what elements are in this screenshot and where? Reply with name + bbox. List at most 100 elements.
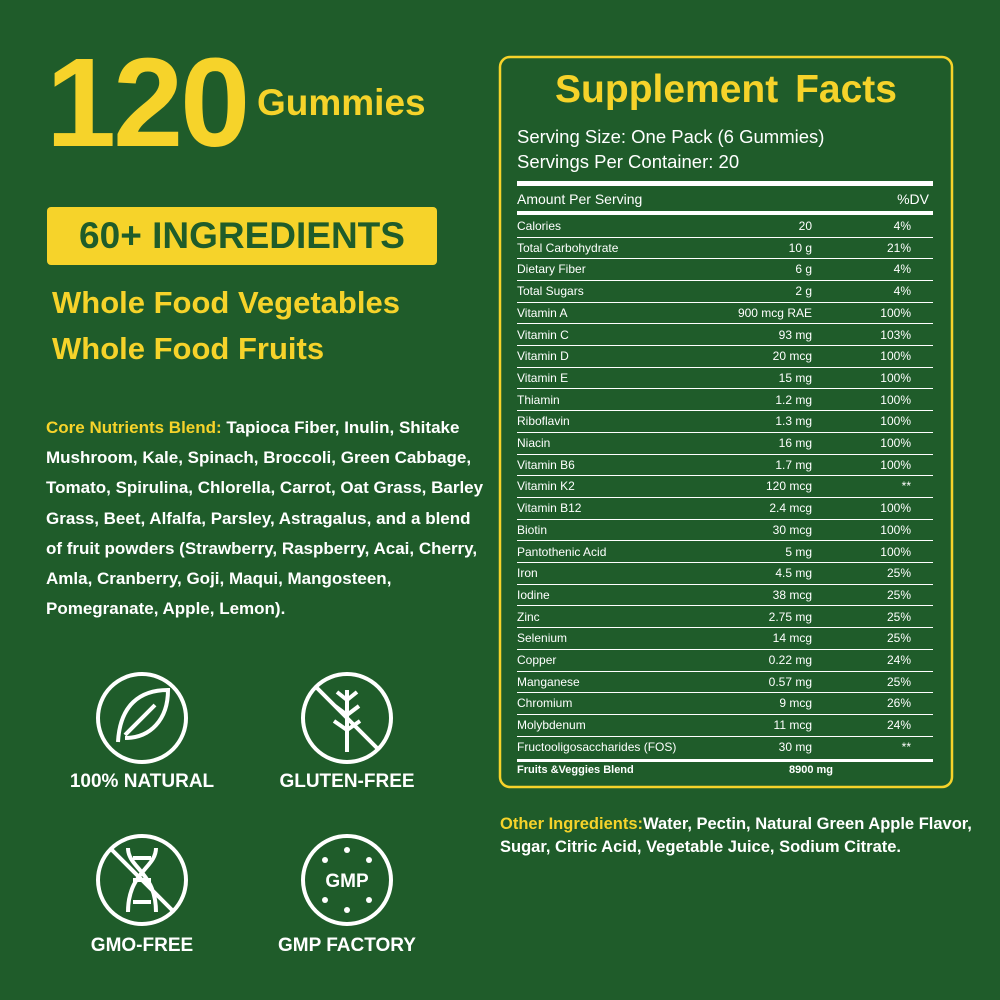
nutrient-name: Vitamin E bbox=[517, 370, 569, 385]
nutrient-name: Vitamin B6 bbox=[517, 457, 575, 472]
nutrient-dv: ** bbox=[901, 739, 911, 754]
nutrient-dv: 24% bbox=[886, 718, 911, 733]
nutrient-name: Vitamin C bbox=[517, 327, 569, 342]
rule bbox=[517, 735, 933, 737]
nutrient-name: Chromium bbox=[517, 696, 573, 711]
blend-name: Fruits &Veggies Blend bbox=[517, 763, 634, 776]
facts-border bbox=[498, 55, 954, 789]
rule bbox=[517, 540, 933, 542]
icon-label: GLUTEN-FREE bbox=[279, 771, 415, 792]
nutrient-amount: 6 g bbox=[795, 262, 812, 277]
nutrient-dv: 26% bbox=[886, 696, 911, 711]
nutrient-name: Calories bbox=[517, 219, 562, 233]
nutrient-name: Selenium bbox=[517, 631, 568, 646]
nutrient-dv: 4% bbox=[893, 262, 911, 277]
nutrient-dv: 100% bbox=[880, 544, 911, 559]
core-label: Core Nutrients Blend: bbox=[46, 418, 222, 437]
nutrient-amount: 1.3 mg bbox=[775, 414, 812, 429]
gmp-stars bbox=[322, 847, 372, 913]
rule bbox=[517, 648, 933, 650]
nutrient-name: Biotin bbox=[517, 522, 548, 537]
rule bbox=[517, 388, 933, 390]
rule bbox=[517, 453, 933, 455]
nutrient-amount: 38 mcg bbox=[772, 587, 812, 602]
icon-ring bbox=[301, 834, 393, 926]
leaf-icon bbox=[116, 687, 171, 743]
nutrient-amount: 0.57 mg bbox=[768, 674, 812, 689]
core-text: Tapioca Fiber, Inulin, Shitake Mushroom,… bbox=[46, 418, 484, 619]
nutrient-dv: 100% bbox=[880, 370, 911, 385]
rule bbox=[517, 627, 933, 629]
nutrient-name: Riboflavin bbox=[517, 414, 570, 429]
nutrient-dv: 25% bbox=[886, 566, 911, 581]
nutrient-name: Vitamin A bbox=[517, 305, 568, 320]
nutrient-amount: 10 g bbox=[788, 240, 812, 255]
nutrient-dv: ** bbox=[901, 479, 911, 494]
nutrient-dv: 103% bbox=[880, 327, 911, 342]
other-text: Water, Pectin, Natural Green Apple Flavo… bbox=[500, 815, 972, 856]
nutrient-name: Fructooligosaccharides (FOS) bbox=[517, 739, 677, 754]
header-dv: %DV bbox=[897, 191, 929, 207]
count: 120 bbox=[46, 32, 250, 173]
rule bbox=[517, 583, 933, 585]
rule bbox=[517, 475, 933, 477]
serving-size: Serving Size: One Pack (6 Gummies) bbox=[517, 126, 825, 147]
rule-thick bbox=[517, 181, 933, 186]
rule bbox=[517, 431, 933, 433]
other-label: Other Ingredients: bbox=[500, 815, 644, 833]
nutrient-name: Vitamin B12 bbox=[517, 501, 582, 516]
nutrient-name: Total Sugars bbox=[517, 284, 584, 299]
nutrient-amount: 11 mcg bbox=[773, 718, 812, 733]
nutrient-amount: 30 mcg bbox=[772, 522, 812, 537]
nutrient-amount: 1.7 mg bbox=[775, 457, 812, 472]
nutrient-amount: 2 g bbox=[795, 284, 812, 299]
nutrient-dv: 100% bbox=[880, 349, 911, 364]
rule bbox=[517, 301, 933, 303]
rule bbox=[517, 366, 933, 368]
nutrient-amount: 93 mg bbox=[778, 327, 812, 342]
nutrient-name: Dietary Fiber bbox=[517, 262, 586, 277]
rule-thick bbox=[517, 211, 933, 215]
icon-label: GMO-FREE bbox=[90, 935, 194, 956]
nutrient-dv: 25% bbox=[886, 609, 911, 624]
rule bbox=[517, 345, 933, 346]
blend-amount: 8900 mg bbox=[789, 763, 834, 776]
nutrient-dv: 100% bbox=[880, 457, 911, 472]
rule bbox=[517, 496, 933, 498]
servings: Servings Per Container: 20 bbox=[517, 151, 740, 172]
nutrient-amount: 0.22 mg bbox=[768, 653, 812, 667]
nutrient-amount: 5 mg bbox=[785, 544, 812, 559]
nutrient-dv: 25% bbox=[886, 674, 911, 689]
icon-ring bbox=[96, 672, 188, 764]
header-label: Amount Per Serving bbox=[517, 191, 643, 207]
nutrient-name: Total Carbohydrate bbox=[517, 240, 619, 255]
nutrient-name: Zinc bbox=[517, 609, 540, 624]
nutrient-name: Iron bbox=[517, 566, 538, 581]
icon-ring bbox=[96, 834, 188, 926]
rule bbox=[517, 279, 933, 281]
rule bbox=[517, 605, 933, 607]
nutrient-dv: 4% bbox=[893, 284, 911, 299]
headline: Whole Food Fruits bbox=[52, 331, 325, 366]
nutrient-dv: 25% bbox=[886, 587, 911, 602]
nutrient-amount: 16 mg bbox=[778, 436, 812, 450]
badge-box bbox=[47, 207, 437, 265]
rule bbox=[517, 410, 933, 412]
gmp-text: GMP bbox=[325, 871, 369, 892]
rule bbox=[517, 258, 933, 260]
nutrient-dv: 4% bbox=[893, 219, 911, 233]
nutrient-dv: 100% bbox=[880, 414, 911, 429]
nutrient-dv: 21% bbox=[886, 240, 911, 255]
nutrient-name: Manganese bbox=[517, 674, 580, 689]
nutrient-name: Molybdenum bbox=[517, 718, 586, 733]
nutrient-amount: 15 mg bbox=[778, 370, 812, 385]
dna-icon bbox=[109, 847, 175, 913]
nutrient-name: Pantothenic Acid bbox=[517, 544, 607, 559]
rule bbox=[517, 692, 933, 694]
icon-label: 100% NATURAL bbox=[69, 771, 215, 792]
core-blend: Core Nutrients Blend: Tapioca Fiber, Inu… bbox=[46, 413, 486, 624]
nutrient-amount: 9 mcg bbox=[779, 696, 812, 711]
nutrient-amount: 900 mcg RAE bbox=[737, 305, 812, 320]
rule bbox=[517, 518, 933, 520]
